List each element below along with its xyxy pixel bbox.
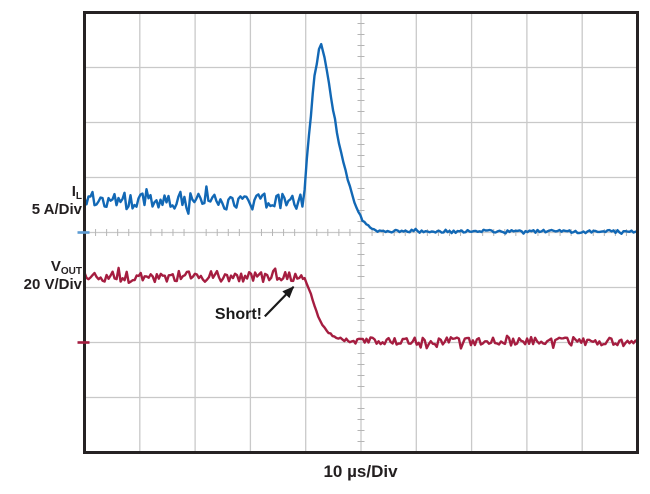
channel2-name: VOUT [24,258,82,278]
channel2-label: VOUT 20 V/Div [24,259,82,293]
channel1-label: IL 5 A/Div [32,184,82,218]
channel2-scale: 20 V/Div [23,276,82,293]
channel1-symbol-subscript: L [75,191,82,202]
channel1-name: IL [32,183,82,203]
short-annotation-arrow [264,286,295,318]
time-axis-label: 10 µs/Div [323,462,398,481]
channel2-symbol: V [50,258,61,275]
channel1-symbol: I [71,183,76,200]
short-annotation-text: Short! [214,306,262,323]
channel2-symbol-subscript: OUT [60,266,82,277]
traces-group [84,42,638,350]
trace-IL [84,42,638,236]
trace-VOUT [84,266,638,350]
channel1-scale: 5 A/Div [31,201,82,218]
